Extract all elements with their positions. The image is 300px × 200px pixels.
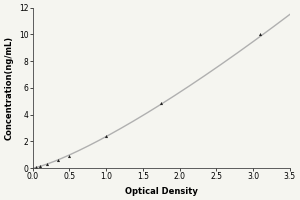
X-axis label: Optical Density: Optical Density <box>125 187 198 196</box>
Point <box>56 158 61 162</box>
Point <box>258 33 263 36</box>
Point <box>38 165 42 168</box>
Y-axis label: Concentration(ng/mL): Concentration(ng/mL) <box>4 36 13 140</box>
Point <box>34 166 39 169</box>
Point <box>67 154 72 158</box>
Point <box>159 101 164 104</box>
Point <box>45 162 50 166</box>
Point <box>103 134 108 138</box>
